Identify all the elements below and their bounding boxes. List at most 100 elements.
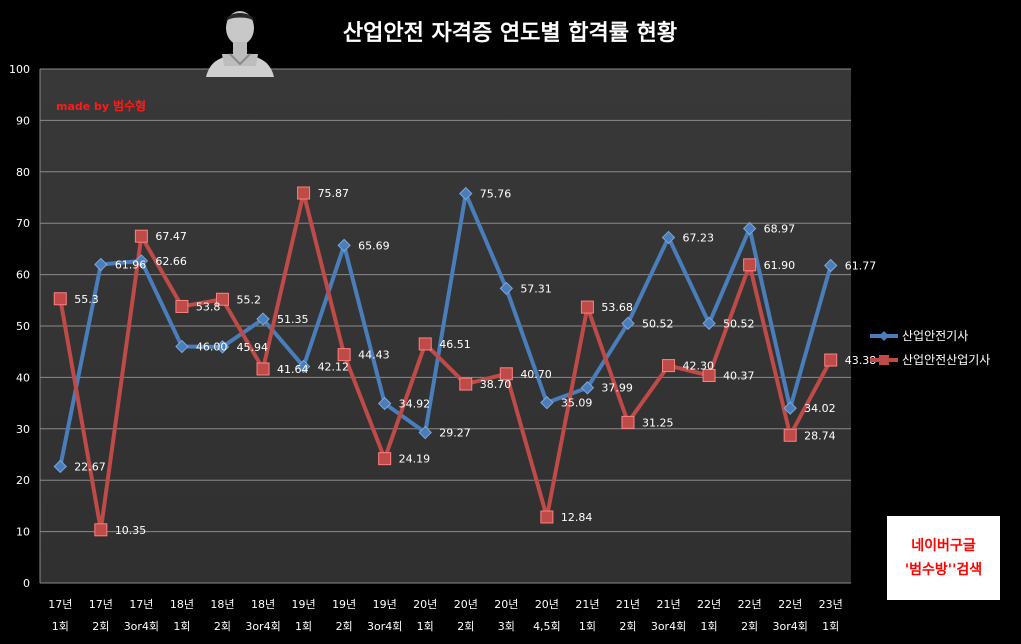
- series-lines: [58, 191, 833, 532]
- point-marker: [377, 396, 392, 411]
- point-marker: [337, 348, 351, 362]
- x-tick-label-round: 1회: [701, 620, 718, 633]
- point-marker: [824, 258, 838, 273]
- search-annotation-box: 네이버구글 '범수방''검색: [887, 516, 1000, 600]
- point-marker: [378, 452, 392, 466]
- x-tick-label-year: 19년: [332, 598, 356, 611]
- x-tick-label-year: 22년: [697, 598, 721, 611]
- point-marker: [540, 395, 554, 410]
- y-tick-label: 10: [16, 526, 30, 539]
- x-tick-label-year: 21년: [616, 598, 640, 611]
- point-marker: [215, 340, 230, 354]
- x-tick-label-round: 1회: [417, 620, 434, 633]
- x-tick-label-year: 19년: [292, 598, 316, 611]
- x-axis-ticks: 17년 1회 17년 2회 17년 3or4회 18년 1회 18년 2회 18년 3or4회 19년 1…: [48, 598, 843, 633]
- data-label: 53.68: [601, 301, 633, 314]
- data-label: 61.96: [115, 259, 147, 272]
- point-marker: [53, 292, 67, 306]
- point-marker: [175, 339, 189, 354]
- point-marker: [580, 300, 594, 314]
- data-label: 75.87: [318, 187, 350, 200]
- point-marker: [418, 425, 432, 440]
- data-label: 29.27: [439, 427, 471, 440]
- data-label: 55.3: [74, 293, 99, 306]
- point-marker: [824, 353, 838, 367]
- data-label: 40.70: [520, 368, 552, 381]
- x-tick-label-round: 4,5회: [533, 620, 561, 633]
- y-tick-label: 30: [16, 423, 30, 436]
- watermark-name: 범수형: [112, 99, 147, 113]
- point-marker: [256, 312, 270, 326]
- y-tick-label: 100: [9, 63, 30, 76]
- data-label: 67.23: [683, 231, 715, 244]
- point-marker: [621, 316, 635, 331]
- data-label: 41.64: [277, 363, 309, 376]
- point-marker: [297, 186, 311, 200]
- point-marker: [702, 368, 716, 382]
- x-tick-label-round: 3회: [498, 620, 515, 633]
- avatar-icon: [206, 11, 274, 77]
- x-tick-label-round: 2회: [336, 620, 353, 633]
- data-label: 67.47: [155, 230, 187, 243]
- series-line-1: [58, 191, 833, 469]
- data-label: 38.70: [480, 378, 512, 391]
- data-label: 57.31: [520, 282, 552, 295]
- x-tick-label-year: 17년: [89, 598, 113, 611]
- data-label: 44.43: [358, 349, 390, 362]
- x-tick-label-year: 21년: [575, 598, 599, 611]
- x-tick-label-round: 2회: [741, 620, 758, 633]
- legend-marker: [879, 355, 889, 365]
- point-marker: [94, 257, 108, 272]
- point-marker: [621, 415, 635, 429]
- data-label: 10.35: [115, 524, 147, 537]
- chart-title: 산업안전 자격증 연도별 합격률 현황: [343, 20, 677, 46]
- x-tick-label-year: 20년: [454, 598, 478, 611]
- x-tick-label-round: 1회: [822, 620, 839, 633]
- x-tick-label-round: 1회: [579, 620, 596, 633]
- point-marker: [580, 381, 595, 395]
- legend-label: 산업안전기사: [902, 329, 968, 343]
- x-tick-label-year: 22년: [738, 598, 762, 611]
- x-tick-label-round: 1회: [295, 620, 312, 633]
- x-tick-label-round: 3or4회: [367, 620, 402, 633]
- x-tick-label-year: 17년: [48, 598, 72, 611]
- data-label: 62.66: [155, 255, 187, 268]
- data-label: 61.90: [764, 259, 796, 272]
- x-tick-label-round: 2회: [457, 620, 474, 633]
- data-label: 12.84: [561, 511, 593, 524]
- point-marker: [540, 510, 554, 524]
- x-tick-label-year: 22년: [778, 598, 802, 611]
- point-marker: [256, 362, 270, 376]
- data-label: 46.51: [439, 338, 471, 351]
- x-tick-label-round: 2회: [214, 620, 231, 633]
- x-tick-label-round: 2회: [92, 620, 109, 633]
- data-label: 75.76: [480, 188, 512, 201]
- x-tick-label-round: 1회: [52, 620, 69, 633]
- point-marker: [175, 299, 189, 313]
- point-marker: [418, 337, 432, 351]
- data-label: 53.8: [196, 300, 221, 313]
- point-marker: [783, 428, 797, 442]
- x-tick-label-year: 18년: [210, 598, 234, 611]
- point-marker: [743, 258, 757, 272]
- series-markers: [53, 186, 838, 537]
- point-marker: [662, 359, 676, 373]
- series-line-2: [58, 191, 833, 532]
- watermark-text: made by 범수형: [56, 97, 146, 114]
- x-tick-label-year: 18년: [170, 598, 194, 611]
- y-tick-label: 40: [16, 371, 30, 384]
- data-labels: 22.67 61.96 62.66 46.00 45.94 51.35 42.12 65.69…: [74, 187, 876, 537]
- x-tick-label-year: 20년: [413, 598, 437, 611]
- watermark-prefix: made by: [56, 100, 110, 113]
- point-marker: [94, 523, 108, 537]
- x-tick-label-year: 19년: [373, 598, 397, 611]
- point-marker: [742, 221, 757, 236]
- data-label: 65.69: [358, 239, 390, 252]
- data-label: 28.74: [804, 429, 836, 442]
- data-label: 55.2: [236, 293, 261, 306]
- point-marker: [499, 367, 513, 381]
- point-marker: [337, 238, 351, 253]
- y-tick-label: 20: [16, 474, 30, 487]
